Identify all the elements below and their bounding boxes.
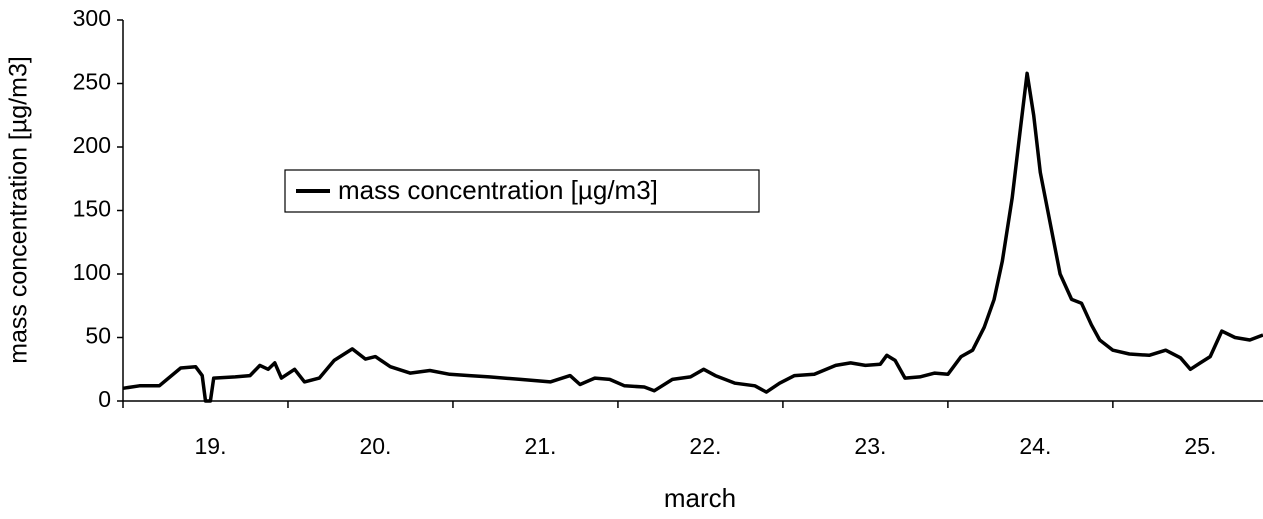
x-tick-label: 21. bbox=[524, 433, 556, 459]
y-tick-label: 100 bbox=[73, 259, 111, 285]
y-axis-label: mass concentration [µg/m3] bbox=[5, 56, 33, 364]
y-tick-label: 0 bbox=[98, 386, 111, 412]
x-axis-label: march bbox=[664, 483, 736, 513]
y-tick-label: 300 bbox=[73, 5, 111, 31]
x-tick-label: 19. bbox=[194, 433, 226, 459]
legend-label: mass concentration [µg/m3] bbox=[338, 175, 658, 205]
x-tick-label: 25. bbox=[1184, 433, 1216, 459]
y-tick-label: 250 bbox=[73, 69, 111, 95]
legend-box bbox=[284, 169, 760, 213]
y-tick-label: 50 bbox=[85, 323, 111, 349]
x-tick-label: 20. bbox=[359, 433, 391, 459]
y-tick-label: 200 bbox=[73, 132, 111, 158]
data-line bbox=[122, 71, 1263, 403]
x-tick-label: 23. bbox=[854, 433, 886, 459]
y-tick-label: 150 bbox=[73, 196, 111, 222]
x-tick-label: 22. bbox=[689, 433, 721, 459]
x-tick-label: 24. bbox=[1019, 433, 1051, 459]
